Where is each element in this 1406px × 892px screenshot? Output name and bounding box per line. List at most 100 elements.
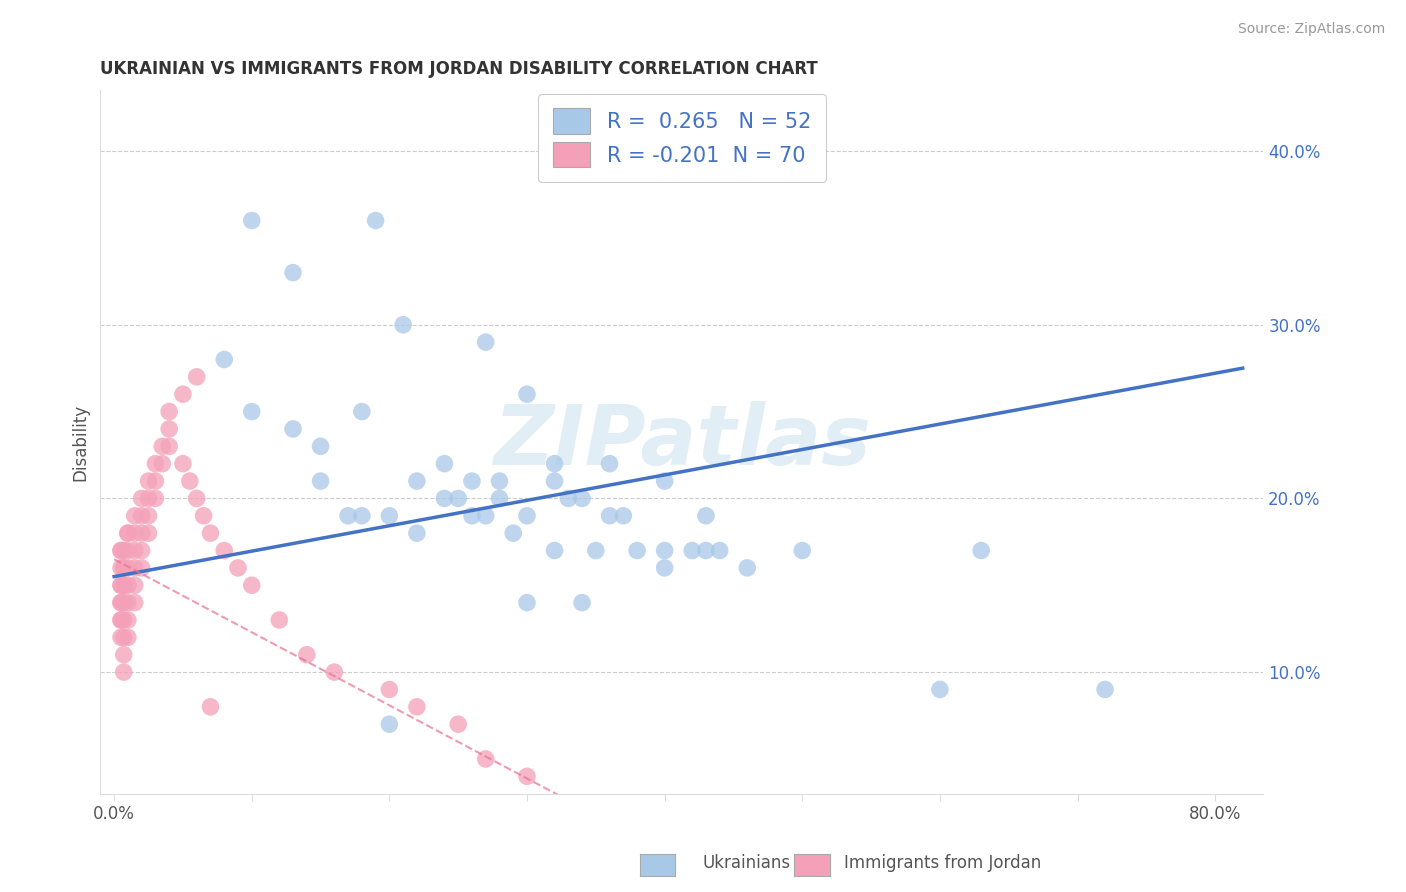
Point: [447, 491, 470, 506]
Point: [112, 543, 135, 558]
Point: [150, 457, 173, 471]
Text: UKRAINIAN VS IMMIGRANTS FROM JORDAN DISABILITY CORRELATION CHART: UKRAINIAN VS IMMIGRANTS FROM JORDAN DISA…: [100, 60, 818, 78]
Point: [309, 474, 332, 488]
Point: [131, 508, 153, 523]
Point: [124, 578, 146, 592]
Point: [150, 439, 173, 453]
Point: [172, 457, 194, 471]
Point: [186, 491, 208, 506]
Point: [112, 665, 135, 679]
Point: [447, 717, 470, 731]
Point: [112, 631, 135, 645]
Point: [461, 508, 484, 523]
Point: [124, 596, 146, 610]
Point: [378, 682, 401, 697]
Point: [138, 508, 160, 523]
Point: [281, 266, 304, 280]
Point: [378, 717, 401, 731]
Point: [110, 561, 132, 575]
Point: [145, 474, 167, 488]
Point: [240, 213, 263, 227]
Point: [240, 578, 263, 592]
Point: [117, 596, 139, 610]
Point: [110, 613, 132, 627]
Point: [337, 508, 360, 523]
Point: [654, 561, 676, 575]
Point: [200, 699, 222, 714]
Point: [295, 648, 318, 662]
Point: [350, 404, 373, 418]
Point: [124, 561, 146, 575]
Point: [212, 352, 235, 367]
Point: [157, 404, 180, 418]
Point: [433, 491, 456, 506]
Point: [735, 561, 758, 575]
Point: [179, 474, 201, 488]
Point: [131, 543, 153, 558]
Point: [599, 508, 621, 523]
Legend: R =  0.265   N = 52, R = -0.201  N = 70: R = 0.265 N = 52, R = -0.201 N = 70: [538, 94, 825, 182]
Point: [110, 596, 132, 610]
Point: [117, 543, 139, 558]
Point: [117, 526, 139, 541]
Point: [226, 561, 249, 575]
Point: [474, 752, 496, 766]
Point: [193, 508, 215, 523]
Point: [112, 561, 135, 575]
Point: [571, 596, 593, 610]
Point: [488, 491, 510, 506]
Point: [131, 526, 153, 541]
Point: [378, 508, 401, 523]
Point: [112, 578, 135, 592]
Point: [970, 543, 993, 558]
Point: [695, 543, 717, 558]
Point: [112, 561, 135, 575]
Point: [1094, 682, 1116, 697]
Point: [124, 508, 146, 523]
Point: [406, 474, 429, 488]
Point: [110, 596, 132, 610]
Point: [145, 491, 167, 506]
Point: [488, 474, 510, 488]
Y-axis label: Disability: Disability: [72, 403, 89, 481]
Point: [543, 474, 565, 488]
Point: [928, 682, 950, 697]
Point: [474, 335, 496, 350]
Point: [281, 422, 304, 436]
Point: [117, 561, 139, 575]
Point: [124, 526, 146, 541]
Point: [131, 561, 153, 575]
Point: [157, 422, 180, 436]
Text: Immigrants from Jordan: Immigrants from Jordan: [844, 855, 1040, 872]
Point: [406, 526, 429, 541]
Point: [681, 543, 703, 558]
Point: [364, 213, 387, 227]
Point: [585, 543, 607, 558]
Point: [433, 457, 456, 471]
Point: [145, 457, 167, 471]
Point: [543, 543, 565, 558]
Point: [110, 578, 132, 592]
Point: [138, 526, 160, 541]
Point: [709, 543, 731, 558]
Point: [138, 491, 160, 506]
Point: [792, 543, 814, 558]
Point: [117, 578, 139, 592]
Point: [557, 491, 579, 506]
Point: [516, 387, 538, 401]
Point: [157, 439, 180, 453]
Point: [110, 631, 132, 645]
Point: [599, 457, 621, 471]
Point: [110, 543, 132, 558]
Point: [124, 543, 146, 558]
Point: [138, 474, 160, 488]
Point: [110, 613, 132, 627]
Point: [309, 439, 332, 453]
Point: [186, 369, 208, 384]
Point: [461, 474, 484, 488]
Point: [502, 526, 524, 541]
Point: [112, 578, 135, 592]
Point: [612, 508, 634, 523]
Point: [112, 613, 135, 627]
Point: [654, 474, 676, 488]
